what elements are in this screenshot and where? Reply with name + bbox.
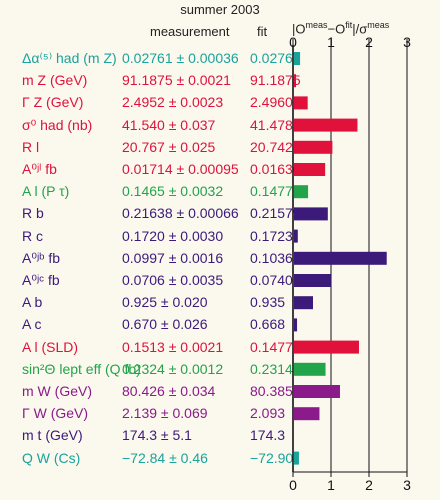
row-measurement: 174.3 ± 5.1 <box>122 427 192 444</box>
pull-bar <box>294 318 298 332</box>
row-fit: 2.4960 <box>250 94 293 111</box>
bottom-tick-label-2: 2 <box>365 477 373 493</box>
row-label: Γ W (GeV) <box>22 405 89 422</box>
row-fit: 0.02767 <box>250 50 301 66</box>
top-tick-label-0: 0 <box>289 34 297 50</box>
row-label: m Z (GeV) <box>22 72 88 89</box>
row-measurement: 0.670 ± 0.026 <box>122 316 208 333</box>
row-measurement: 91.1875 ± 0.0021 <box>122 72 231 89</box>
fit-column-header: fit <box>257 24 268 39</box>
pull-bar <box>294 140 333 154</box>
row-label: Γ Z (GeV) <box>22 94 84 111</box>
row-fit: 0.01636 <box>250 161 301 177</box>
row-measurement: 0.0706 ± 0.0035 <box>122 272 224 288</box>
row-measurement: 0.1513 ± 0.0021 <box>122 338 224 355</box>
pull-bar <box>294 118 358 132</box>
row-fit: 0.1036 <box>250 249 293 266</box>
row-measurement: 2.139 ± 0.069 <box>122 405 208 422</box>
bottom-tick-label-3: 3 <box>403 477 411 493</box>
row-measurement: 0.01714 ± 0.00095 <box>122 161 239 177</box>
bottom-tick-label-0: 0 <box>289 477 297 493</box>
row-label: A l (SLD) <box>22 338 79 355</box>
top-tick-label-1: 1 <box>327 34 335 50</box>
row-measurement: 0.02761 ± 0.00036 <box>122 50 239 66</box>
row-label: Δα⁽⁵⁾ had (m Z) <box>22 50 117 66</box>
pull-bar <box>294 52 301 65</box>
row-measurement: −72.84 ± 0.46 <box>122 449 208 466</box>
row-label: R b <box>22 205 44 222</box>
row-fit: 0.935 <box>250 294 286 311</box>
row-fit: −72.90 <box>250 449 294 466</box>
pull-bar <box>294 229 298 243</box>
row-label: Q W (Cs) <box>22 449 81 466</box>
row-fit: 0.668 <box>250 316 286 333</box>
pull-header-part1: |O <box>292 21 306 37</box>
row-label: sin²Θ lept eff (Q fb) <box>22 360 141 377</box>
pull-bar <box>294 385 340 398</box>
row-fit: 80.385 <box>250 383 293 399</box>
row-fit: 2.093 <box>250 405 286 422</box>
pull-bar <box>294 407 320 421</box>
pull-bar <box>294 185 309 199</box>
row-measurement: 0.1720 ± 0.0030 <box>122 227 224 244</box>
row-label: m W (GeV) <box>22 383 92 399</box>
row-measurement: 0.925 ± 0.020 <box>122 294 208 311</box>
row-label: R l <box>22 138 40 155</box>
pull-bar <box>294 251 387 265</box>
row-fit: 0.1477 <box>250 338 293 355</box>
row-measurement: 20.767 ± 0.025 <box>122 138 216 155</box>
row-label: m t (GeV) <box>22 427 83 444</box>
pull-bar <box>294 274 331 287</box>
row-fit: 0.1477 <box>250 183 293 200</box>
pull-bar <box>294 296 313 310</box>
pull-bar <box>294 207 328 221</box>
row-fit: 41.478 <box>250 116 293 133</box>
pull-bar <box>294 362 326 376</box>
row-fit: 0.0740 <box>250 272 293 288</box>
pull-column-header: |Omeas−Ofit|/σmeas <box>292 20 389 36</box>
row-fit: 174.3 <box>250 427 286 444</box>
row-fit: 0.21579 <box>250 205 301 222</box>
row-label: A b <box>22 294 43 311</box>
row-measurement: 0.21638 ± 0.00066 <box>122 205 239 222</box>
row-measurement: 0.2324 ± 0.0012 <box>122 360 224 377</box>
row-label: A c <box>22 316 42 333</box>
top-tick-label-3: 3 <box>403 34 411 50</box>
row-label: A⁰ʲᵇ fb <box>22 249 61 266</box>
row-fit: 91.1875 <box>250 72 301 89</box>
row-fit: 0.1723 <box>250 227 293 244</box>
row-measurement: 0.1465 ± 0.0032 <box>122 183 224 200</box>
top-tick-label-2: 2 <box>365 34 373 50</box>
bottom-tick-label-1: 1 <box>327 477 335 493</box>
pull-header-part2: −O <box>327 21 346 37</box>
row-label: σ⁰ had (nb) <box>22 116 93 133</box>
row-measurement: 2.4952 ± 0.0023 <box>122 94 224 111</box>
pull-bar <box>294 451 299 465</box>
pull-bar <box>294 74 296 88</box>
pull-header-sup2: fit <box>345 20 353 30</box>
pull-bar <box>294 163 326 176</box>
pull-header-sup3: meas <box>367 20 390 30</box>
pull-header-part3: |/σ <box>352 21 368 37</box>
pull-bar <box>294 340 359 354</box>
row-measurement: 41.540 ± 0.037 <box>122 116 216 133</box>
row-measurement: 80.426 ± 0.034 <box>122 383 216 399</box>
row-measurement: 0.0997 ± 0.0016 <box>122 249 224 266</box>
pull-header-sup1: meas <box>305 20 328 30</box>
row-label: R c <box>22 227 43 244</box>
pull-bar <box>294 96 308 110</box>
row-fit: 20.742 <box>250 138 293 155</box>
chart-title: summer 2003 <box>180 2 260 17</box>
row-label: A⁰ʲˡ fb <box>22 161 57 177</box>
row-fit: 0.2314 <box>250 360 293 377</box>
measurement-column-header: measurement <box>150 24 230 39</box>
row-label: A⁰ʲᶜ fb <box>22 272 60 288</box>
row-label: A l (P τ) <box>22 183 70 200</box>
